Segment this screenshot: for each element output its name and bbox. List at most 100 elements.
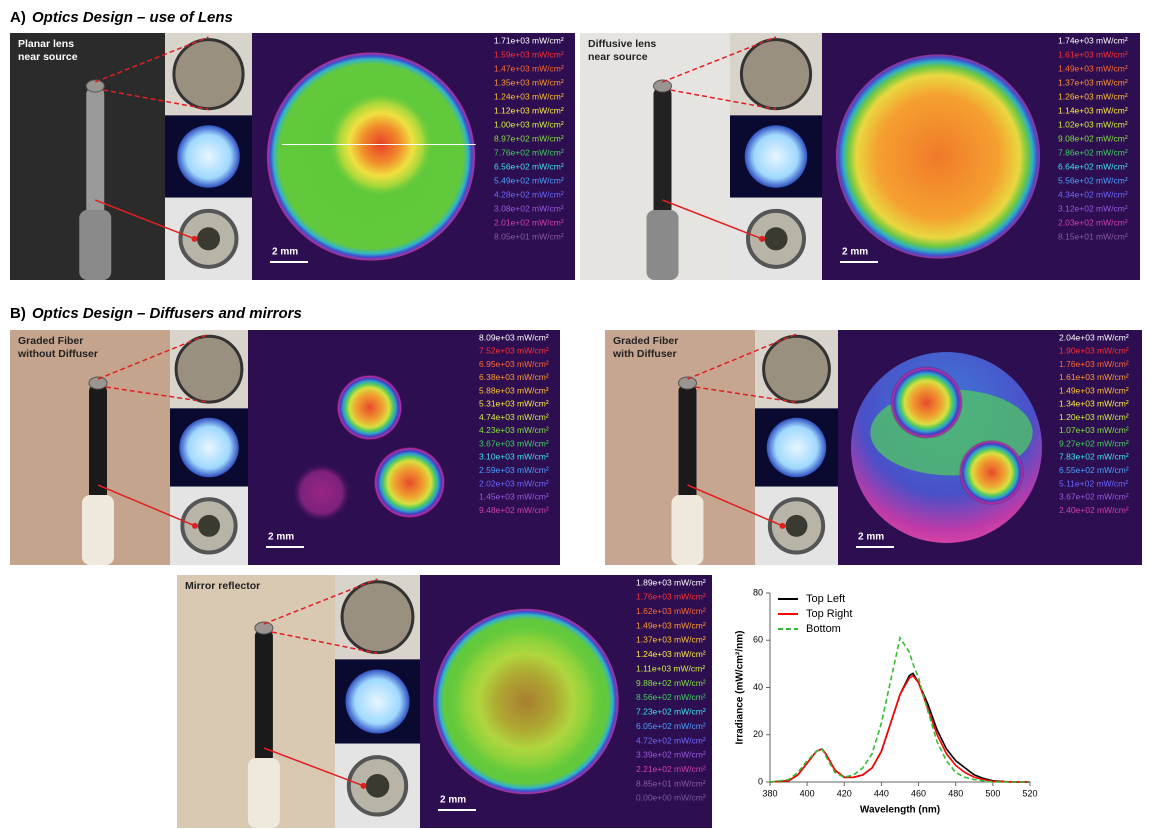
color-legend-label: 2.59e+03 mW/cm² — [479, 465, 549, 475]
caption: near source — [588, 51, 648, 63]
color-legend-label: 6.95e+03 mW/cm² — [479, 359, 549, 369]
color-legend-label: 4.28e+02 mW/cm² — [494, 189, 564, 199]
color-legend-label: 9.88e+02 mW/cm² — [636, 678, 706, 688]
x-tick-label: 400 — [800, 788, 815, 798]
color-legend-label: 1.71e+03 mW/cm² — [494, 35, 564, 45]
thumb-tip-lens — [176, 336, 242, 402]
color-legend-label: 2.21e+02 mW/cm² — [636, 764, 706, 774]
arrow-head — [192, 236, 198, 242]
beam-spot — [890, 366, 963, 439]
color-legend-label: 3.39e+02 mW/cm² — [636, 750, 706, 760]
thumb-glow-spot — [179, 418, 239, 478]
scale-bar-label: 2 mm — [858, 532, 884, 543]
color-legend-label: 1.24e+03 mW/cm² — [636, 649, 706, 659]
handpiece-base — [647, 210, 679, 280]
color-legend-label: 4.34e+02 mW/cm² — [1058, 189, 1128, 199]
color-legend-label: 1.34e+03 mW/cm² — [1059, 399, 1129, 409]
x-tick-label: 420 — [837, 788, 852, 798]
color-legend-label: 1.20e+03 mW/cm² — [1059, 412, 1129, 422]
section-label: A) — [10, 9, 26, 26]
beam — [836, 54, 1040, 258]
thumb-source-core — [197, 227, 220, 250]
series-line — [770, 676, 1030, 782]
color-legend-label: 1.76e+03 mW/cm² — [1059, 359, 1129, 369]
color-legend-label: 1.37e+03 mW/cm² — [636, 635, 706, 645]
thumb-source-core — [764, 227, 787, 250]
beam-hot — [447, 622, 606, 781]
scale-bar-label: 2 mm — [272, 247, 298, 258]
color-legend-label: 4.23e+03 mW/cm² — [479, 425, 549, 435]
color-legend-label: 7.23e+02 mW/cm² — [636, 707, 706, 717]
color-legend-label: 7.86e+02 mW/cm² — [1058, 147, 1128, 157]
color-legend-label: 2.03e+02 mW/cm² — [1058, 217, 1128, 227]
color-legend-label: 8.09e+03 mW/cm² — [479, 332, 549, 342]
beam-spot — [959, 440, 1024, 505]
image-panel: Planar lensnear source2 mm1.71e+03 mW/cm… — [10, 33, 575, 280]
thumb-tip-lens — [764, 336, 830, 402]
handpiece — [89, 385, 107, 500]
handpiece-base — [79, 210, 111, 280]
color-legend-label: 2.02e+03 mW/cm² — [479, 478, 549, 488]
x-tick-label: 480 — [948, 788, 963, 798]
color-legend-label: 5.49e+02 mW/cm² — [494, 175, 564, 185]
beam-spot — [374, 447, 446, 519]
color-legend-label: 1.61e+03 mW/cm² — [1058, 49, 1128, 59]
color-legend-label: 1.59e+03 mW/cm² — [494, 49, 564, 59]
color-legend-label: 5.11e+02 mW/cm² — [1059, 478, 1128, 488]
y-tick-label: 20 — [753, 729, 763, 739]
color-legend-label: 1.14e+03 mW/cm² — [1058, 105, 1128, 115]
thumb-glow-spot — [745, 125, 808, 188]
y-tick-label: 80 — [753, 587, 763, 597]
y-tick-label: 60 — [753, 635, 763, 645]
color-legend-label: 5.56e+02 mW/cm² — [1058, 175, 1128, 185]
caption: Planar lens — [18, 38, 74, 50]
color-legend-label: 8.85e+01 mW/cm² — [636, 778, 706, 788]
x-tick-label: 440 — [874, 788, 889, 798]
legend-label: Bottom — [806, 623, 841, 635]
color-legend-label: 9.08e+02 mW/cm² — [1058, 133, 1128, 143]
color-legend-label: 8.56e+02 mW/cm² — [636, 692, 706, 702]
color-legend-label: 1.74e+03 mW/cm² — [1058, 35, 1128, 45]
color-legend-label: 6.05e+02 mW/cm² — [636, 721, 706, 731]
x-tick-label: 380 — [762, 788, 777, 798]
color-legend-label: 1.26e+03 mW/cm² — [1058, 91, 1128, 101]
caption: without Diffuser — [17, 348, 98, 360]
section-label: B) — [10, 305, 26, 322]
thumb-tip-lens — [342, 582, 413, 653]
color-legend-label: 3.08e+02 mW/cm² — [494, 203, 564, 213]
color-legend-label: 1.02e+03 mW/cm² — [1058, 119, 1128, 129]
color-legend-label: 1.24e+03 mW/cm² — [494, 91, 564, 101]
color-legend-label: 5.88e+03 mW/cm² — [479, 385, 549, 395]
color-legend-label: 8.15e+01 mW/cm² — [1058, 231, 1128, 241]
y-tick-label: 0 — [758, 776, 763, 786]
thumb-source-core — [786, 515, 808, 537]
color-legend-label: 1.00e+03 mW/cm² — [494, 119, 564, 129]
thumb-source-core — [198, 515, 220, 537]
color-legend-label: 1.49e+03 mW/cm² — [1058, 63, 1128, 73]
color-legend-label: 9.48e+02 mW/cm² — [479, 505, 549, 515]
color-legend-label: 3.67e+03 mW/cm² — [479, 438, 549, 448]
caption: Graded Fiber — [613, 335, 678, 347]
arrow-head — [192, 523, 198, 529]
color-legend-label: 0.00e+00 mW/cm² — [636, 793, 706, 803]
caption: Diffusive lens — [588, 38, 656, 50]
handpiece — [679, 385, 697, 500]
color-legend-label: 1.37e+03 mW/cm² — [1058, 77, 1128, 87]
color-legend-label: 2.01e+02 mW/cm² — [494, 217, 564, 227]
caption: with Diffuser — [612, 348, 677, 360]
color-legend-label: 4.72e+02 mW/cm² — [636, 735, 706, 745]
beam-spot — [292, 463, 352, 523]
color-legend-label: 1.11e+03 mW/cm² — [636, 663, 705, 673]
color-legend-label: 1.61e+03 mW/cm² — [1059, 372, 1129, 382]
color-legend-label: 8.97e+02 mW/cm² — [494, 133, 564, 143]
color-legend-label: 4.74e+03 mW/cm² — [479, 412, 549, 422]
color-legend-label: 6.56e+02 mW/cm² — [494, 161, 564, 171]
color-legend-label: 1.45e+03 mW/cm² — [479, 492, 549, 502]
color-legend-label: 2.40e+02 mW/cm² — [1059, 505, 1129, 515]
handpiece — [654, 88, 672, 215]
color-legend-label: 5.31e+03 mW/cm² — [479, 399, 549, 409]
legend-label: Top Right — [806, 608, 852, 620]
section-title: Optics Design – Diffusers and mirrors — [32, 305, 302, 322]
